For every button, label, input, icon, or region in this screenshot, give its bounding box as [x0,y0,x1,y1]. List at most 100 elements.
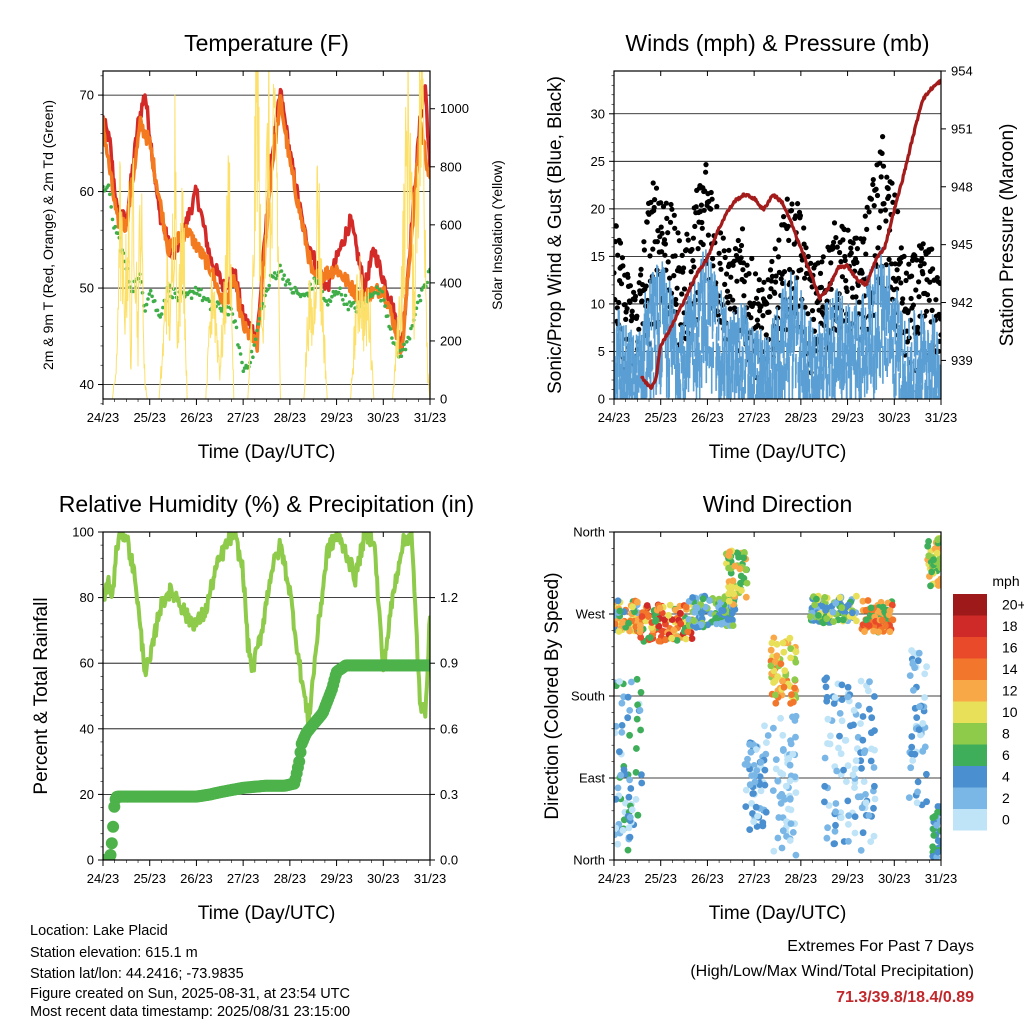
direction-point [870,627,877,635]
direction-point [619,826,627,834]
series-dewpoint-green-point [330,294,334,299]
direction-point [789,829,797,836]
y-right-tick-label: 0 [440,392,447,407]
direction-point [936,803,941,811]
series-gust-black-point [773,279,779,285]
direction-point [851,784,858,791]
direction-point [772,699,780,707]
direction-point [756,773,764,780]
direction-point [725,590,733,598]
series-gust-black-point [748,315,754,321]
direction-point [909,757,917,764]
x-tick-label: 26/23 [691,410,724,425]
series-gust-black-point [625,274,631,280]
series-dewpoint-green-point [234,325,239,330]
series-gust-black-point [672,225,678,231]
series-gust-black-point [639,298,645,304]
direction-point [838,681,846,689]
y-right-tick-label: 1000 [440,101,469,116]
series-gust-black-point [662,241,669,247]
series-gust-black-point [688,269,694,275]
direction-point [634,811,642,819]
plot-area [614,78,941,399]
x-tick-label: 26/23 [180,410,213,425]
direction-point [742,786,750,794]
direction-point [699,595,707,603]
direction-point [788,691,795,698]
series-gust-black-point [681,286,688,292]
series-gust-black-point [894,286,900,292]
series-gust-black-point [798,267,804,273]
direction-point [772,756,780,763]
legend-label: 8 [1002,726,1010,742]
direction-point [637,622,644,630]
series-gust-black-point [805,311,811,317]
series-gust-black-point [923,308,930,314]
series-gust-black-point [793,213,799,219]
direction-point [860,778,868,785]
direction-point [750,762,758,769]
y-tick-label: 40 [80,377,94,392]
series-gust-black-point [937,316,941,322]
series-gust-black-point [769,258,775,265]
direction-point [774,834,782,842]
series-dewpoint-green-point [146,297,150,301]
series-gust-black-point [900,296,906,302]
series-gust-black-point [700,241,706,248]
x-tick-label: 24/23 [598,410,631,425]
y-right-tick-label: 0.9 [440,656,458,671]
series-gust-black-point [917,263,924,269]
series-gust-black-point [676,238,683,244]
direction-point [836,710,844,717]
direction-point [778,844,786,852]
direction-point [879,603,887,611]
series-gust-black-point [870,177,876,183]
direction-point [727,569,735,577]
legend-swatch [953,615,987,637]
direction-point [655,622,663,630]
y-tick-label: 0 [87,853,94,868]
direction-point [913,714,921,721]
series-dewpoint-green-point [249,349,254,354]
series-dewpoint-green-point [403,347,408,352]
series-dewpoint-green-point [381,298,386,302]
direction-point [792,658,800,666]
direction-point [811,601,818,609]
direction-point [633,715,641,723]
x-tick-label: 31/23 [925,871,958,886]
direction-point [821,676,829,684]
series-dewpoint-green-point [331,289,336,294]
direction-point [857,847,865,854]
direction-point [748,772,756,779]
y-tick-label: South [571,689,605,704]
series-dewpoint-green-point [241,369,246,374]
series-solar-yellow [103,71,430,399]
series-gust-black-point [732,246,739,252]
series-gust-black-point [787,280,793,286]
series-gust-black-point [714,203,720,210]
direction-point [626,813,634,821]
series-gust-black-point [808,260,814,266]
series-dewpoint-green-point [293,285,297,290]
series-gust-black-point [882,207,889,213]
direction-point [934,837,941,845]
series-gust-black-point [698,202,705,208]
direction-point [914,788,921,796]
y-right-tick-label: 0.3 [440,787,458,802]
series-gust-black-point [767,294,773,300]
series-gust-black-point [619,255,626,261]
series-gust-black-point [838,259,844,265]
direction-point [930,832,938,839]
direction-point [698,621,705,629]
series-gust-black-point [844,288,850,294]
legend-swatch [953,658,987,680]
direction-point [871,727,878,734]
direction-point [702,603,710,611]
series-gust-black-point [638,266,644,272]
series-gust-black-point [728,274,734,280]
x-tick-label: 24/23 [87,410,120,425]
series-gust-black-point [722,254,728,261]
series-gust-black-point [875,245,881,251]
series-gust-black-point [885,185,891,192]
series-gust-black-point [926,297,932,303]
